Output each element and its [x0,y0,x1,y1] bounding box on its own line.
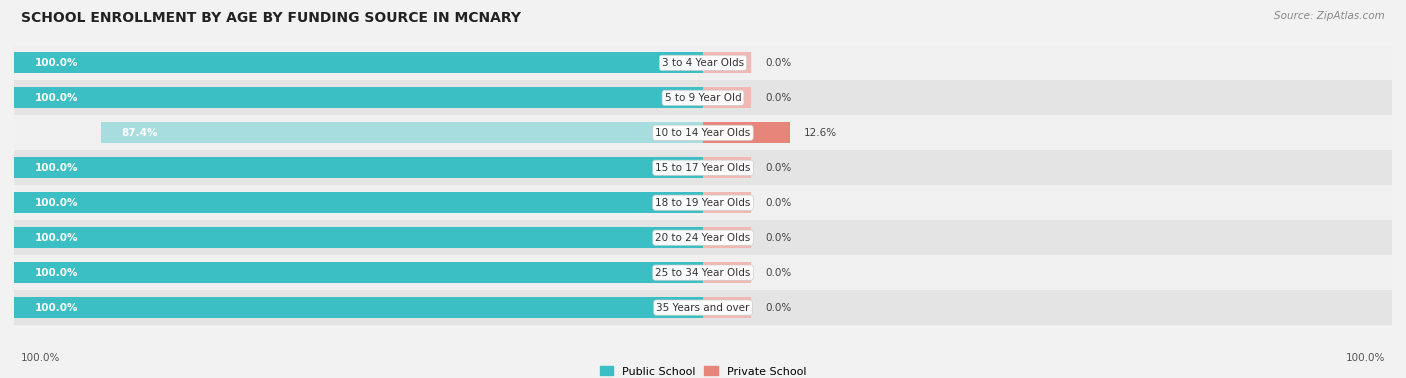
Bar [14,115,1392,150]
Bar [14,262,703,283]
Text: 0.0%: 0.0% [765,303,792,313]
Bar [14,87,703,108]
Text: 18 to 19 Year Olds: 18 to 19 Year Olds [655,198,751,208]
Text: Source: ZipAtlas.com: Source: ZipAtlas.com [1274,11,1385,21]
Text: 100.0%: 100.0% [21,353,60,363]
Text: SCHOOL ENROLLMENT BY AGE BY FUNDING SOURCE IN MCNARY: SCHOOL ENROLLMENT BY AGE BY FUNDING SOUR… [21,11,522,25]
Bar [14,45,1392,81]
Bar [703,297,751,318]
Text: 100.0%: 100.0% [35,268,79,277]
Text: 100.0%: 100.0% [35,58,79,68]
Text: 100.0%: 100.0% [35,233,79,243]
Legend: Public School, Private School: Public School, Private School [595,362,811,378]
Text: 0.0%: 0.0% [765,233,792,243]
Text: 100.0%: 100.0% [35,163,79,173]
Text: 0.0%: 0.0% [765,58,792,68]
Text: 100.0%: 100.0% [1346,353,1385,363]
Bar [14,150,1392,185]
Bar [14,255,1392,290]
Text: 15 to 17 Year Olds: 15 to 17 Year Olds [655,163,751,173]
Bar [14,192,703,213]
Bar [14,220,1392,255]
Text: 35 Years and over: 35 Years and over [657,303,749,313]
Bar [14,81,1392,115]
Bar [101,122,703,143]
Bar [14,185,1392,220]
Text: 10 to 14 Year Olds: 10 to 14 Year Olds [655,128,751,138]
Bar [14,227,703,248]
Text: 3 to 4 Year Olds: 3 to 4 Year Olds [662,58,744,68]
Bar [14,157,703,178]
Text: 0.0%: 0.0% [765,198,792,208]
Bar [703,87,751,108]
Text: 5 to 9 Year Old: 5 to 9 Year Old [665,93,741,103]
Bar [14,53,703,73]
Bar [703,53,751,73]
Text: 87.4%: 87.4% [121,128,157,138]
Text: 100.0%: 100.0% [35,303,79,313]
Bar [703,227,751,248]
Bar [703,157,751,178]
Text: 0.0%: 0.0% [765,93,792,103]
Text: 0.0%: 0.0% [765,268,792,277]
Text: 100.0%: 100.0% [35,198,79,208]
Bar [14,290,1392,325]
Text: 100.0%: 100.0% [35,93,79,103]
Text: 0.0%: 0.0% [765,163,792,173]
Bar [703,262,751,283]
Text: 25 to 34 Year Olds: 25 to 34 Year Olds [655,268,751,277]
Text: 12.6%: 12.6% [804,128,837,138]
Bar [703,192,751,213]
Bar [703,122,790,143]
Text: 20 to 24 Year Olds: 20 to 24 Year Olds [655,233,751,243]
Bar [14,297,703,318]
